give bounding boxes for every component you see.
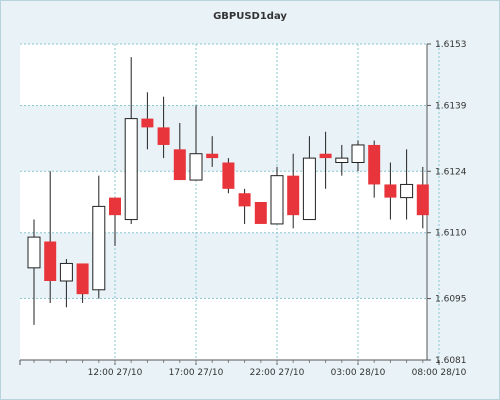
candle <box>109 197 121 246</box>
candle <box>351 140 365 172</box>
candle <box>238 188 251 224</box>
y-tick-label: 1.6095 <box>435 295 467 305</box>
candle <box>222 158 235 194</box>
candle <box>76 263 89 303</box>
candle <box>44 171 57 303</box>
candle <box>368 140 381 198</box>
candle <box>335 144 349 176</box>
candle-body-down <box>384 184 397 198</box>
candle <box>157 96 170 159</box>
candle <box>416 166 429 229</box>
plot-bands <box>20 44 427 360</box>
candle-body-down <box>109 197 121 216</box>
y-tick-label: 1.6139 <box>435 101 467 111</box>
candle <box>189 105 203 181</box>
y-tick-label: 1.6153 <box>435 40 467 50</box>
candle-body-up <box>59 262 73 282</box>
x-tick-label: 08:00 28/10 <box>412 368 467 378</box>
x-tick-label: 17:00 27/10 <box>169 368 224 378</box>
candle-body-down <box>44 241 57 281</box>
candle <box>173 123 186 181</box>
candle-body-down <box>416 184 429 216</box>
candle-body-up <box>351 144 365 163</box>
candle <box>287 153 300 229</box>
candle-body-down <box>238 193 251 207</box>
x-tick-label: 22:00 27/10 <box>250 368 305 378</box>
plot-band <box>20 44 427 106</box>
candle-body-down <box>287 175 300 216</box>
candle-body-up <box>302 157 316 221</box>
candle-body-up <box>400 183 414 199</box>
candle-body-down <box>254 202 267 224</box>
candle <box>254 202 267 224</box>
candle-body-up <box>189 153 203 181</box>
candle <box>92 175 106 299</box>
candle-body-down <box>368 144 381 185</box>
candle-body-down <box>319 153 332 159</box>
candle-body-up <box>270 175 284 225</box>
candle-body-up <box>92 205 106 291</box>
y-tick-label: 1.6124 <box>435 167 467 177</box>
chart-title: GBPUSD1day <box>213 11 287 22</box>
candle <box>302 136 316 221</box>
candle <box>400 149 414 220</box>
candle <box>59 259 73 308</box>
candle-body-down <box>76 263 89 295</box>
y-tick-label: 1.6110 <box>435 229 467 239</box>
candle-body-down <box>141 118 154 128</box>
axis-labels: 1.6153 1.6139 1.6124 1.6110 1.6095 1.6081 12:0… <box>88 40 467 378</box>
plot-band <box>20 298 427 360</box>
candle-body-down <box>206 153 219 159</box>
candles <box>27 57 429 325</box>
candle <box>206 136 219 167</box>
candle-body-up <box>335 157 349 164</box>
y-tick-label: 1.6081 <box>435 356 467 366</box>
candle-body-up <box>124 118 138 221</box>
candle-body-up <box>27 236 41 269</box>
x-tick-label: 03:00 28/10 <box>331 368 386 378</box>
candle <box>124 57 138 224</box>
candle <box>141 92 154 150</box>
x-tick-label: 12:00 27/10 <box>88 368 143 378</box>
candle <box>319 131 332 189</box>
candle <box>270 166 284 225</box>
candle-body-down <box>173 149 186 181</box>
candle <box>27 219 41 325</box>
candle <box>384 162 397 220</box>
candle-body-down <box>222 162 235 189</box>
candle-body-down <box>157 127 170 145</box>
